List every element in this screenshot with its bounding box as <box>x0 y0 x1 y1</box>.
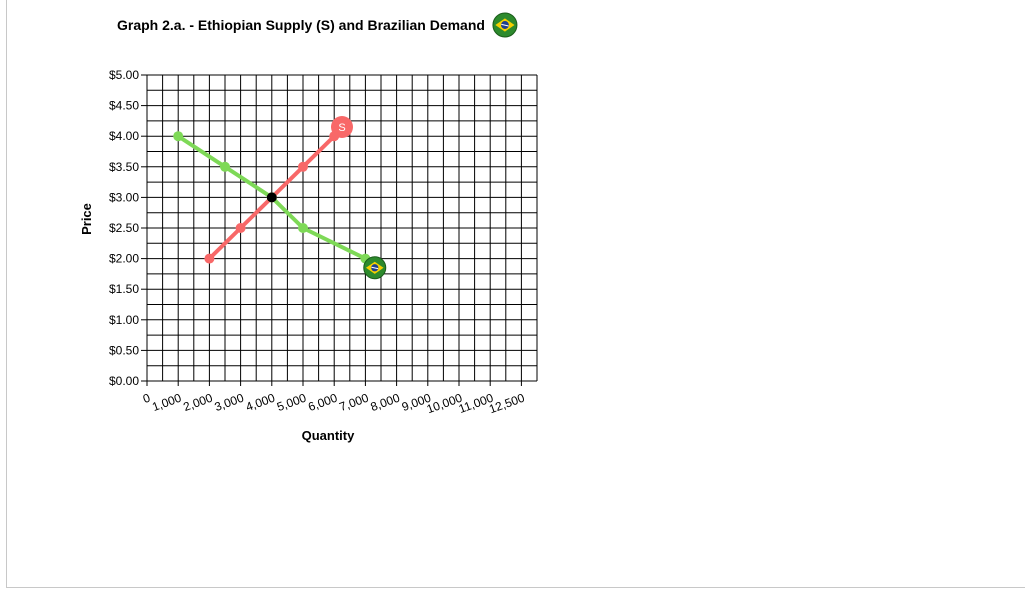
brazil-flag-icon <box>492 12 518 38</box>
x-tick-label: 3,000 <box>213 391 246 415</box>
chart-panel: $0.00 $0.50 $1.00 $1.50 $2.00 $2.50 $3.00 $3.50… <box>6 0 1025 588</box>
y-tick-label: $4.50 <box>109 99 139 113</box>
y-tick-label: $1.50 <box>109 282 139 296</box>
y-tick-label: $5.00 <box>109 68 139 82</box>
x-tick-label: 4,000 <box>244 391 277 415</box>
supply-end-marker <box>331 116 353 139</box>
y-axis: $0.00 $0.50 $1.00 $1.50 $2.00 $2.50 $3.00 $3.50… <box>109 68 147 388</box>
flag-band <box>371 266 379 270</box>
y-tick-label: $2.50 <box>109 221 139 235</box>
supply-point <box>235 223 246 233</box>
y-tick-label: $0.00 <box>109 374 139 388</box>
supply-point <box>204 253 215 264</box>
grid <box>146 74 538 382</box>
demand-point <box>220 161 230 172</box>
x-axis-title: Quantity <box>302 428 355 443</box>
x-tick-label: 0 <box>141 391 152 407</box>
demand-line <box>177 134 377 270</box>
x-tick-label: 12,500 <box>487 391 527 417</box>
y-tick-label: $4.00 <box>109 129 139 143</box>
supply-end-label: S <box>338 122 345 134</box>
y-tick-label: $3.50 <box>109 160 139 174</box>
series-layer: S <box>173 116 387 280</box>
x-tick-label: 5,000 <box>275 391 308 415</box>
demand-point <box>298 223 308 233</box>
x-tick-label: 8,000 <box>369 391 402 415</box>
brazil-flag-icon <box>363 256 387 280</box>
y-axis-title: Price <box>79 203 94 235</box>
chart-title: Graph 2.a. - Ethiopian Supply (S) and Br… <box>117 17 485 33</box>
x-axis: 01,0002,0003,0004,0005,0006,0007,0008,00… <box>141 381 527 416</box>
equilibrium-point <box>266 192 277 203</box>
supply-point <box>298 161 308 172</box>
x-tick-label: 2,000 <box>181 391 214 415</box>
y-tick-label: $1.00 <box>109 313 139 327</box>
flag-band <box>501 23 509 27</box>
demand-point <box>173 131 184 142</box>
y-tick-label: $2.00 <box>109 252 139 266</box>
x-tick-label: 1,000 <box>150 391 183 415</box>
y-tick-label: $3.00 <box>109 190 139 204</box>
x-tick-label: 6,000 <box>306 391 339 415</box>
x-tick-label: 7,000 <box>337 391 370 415</box>
chart: $0.00 $0.50 $1.00 $1.50 $2.00 $2.50 $3.00 $3.50… <box>79 12 538 443</box>
y-tick-label: $0.50 <box>109 343 139 357</box>
brazil-flag-icon <box>492 12 518 38</box>
